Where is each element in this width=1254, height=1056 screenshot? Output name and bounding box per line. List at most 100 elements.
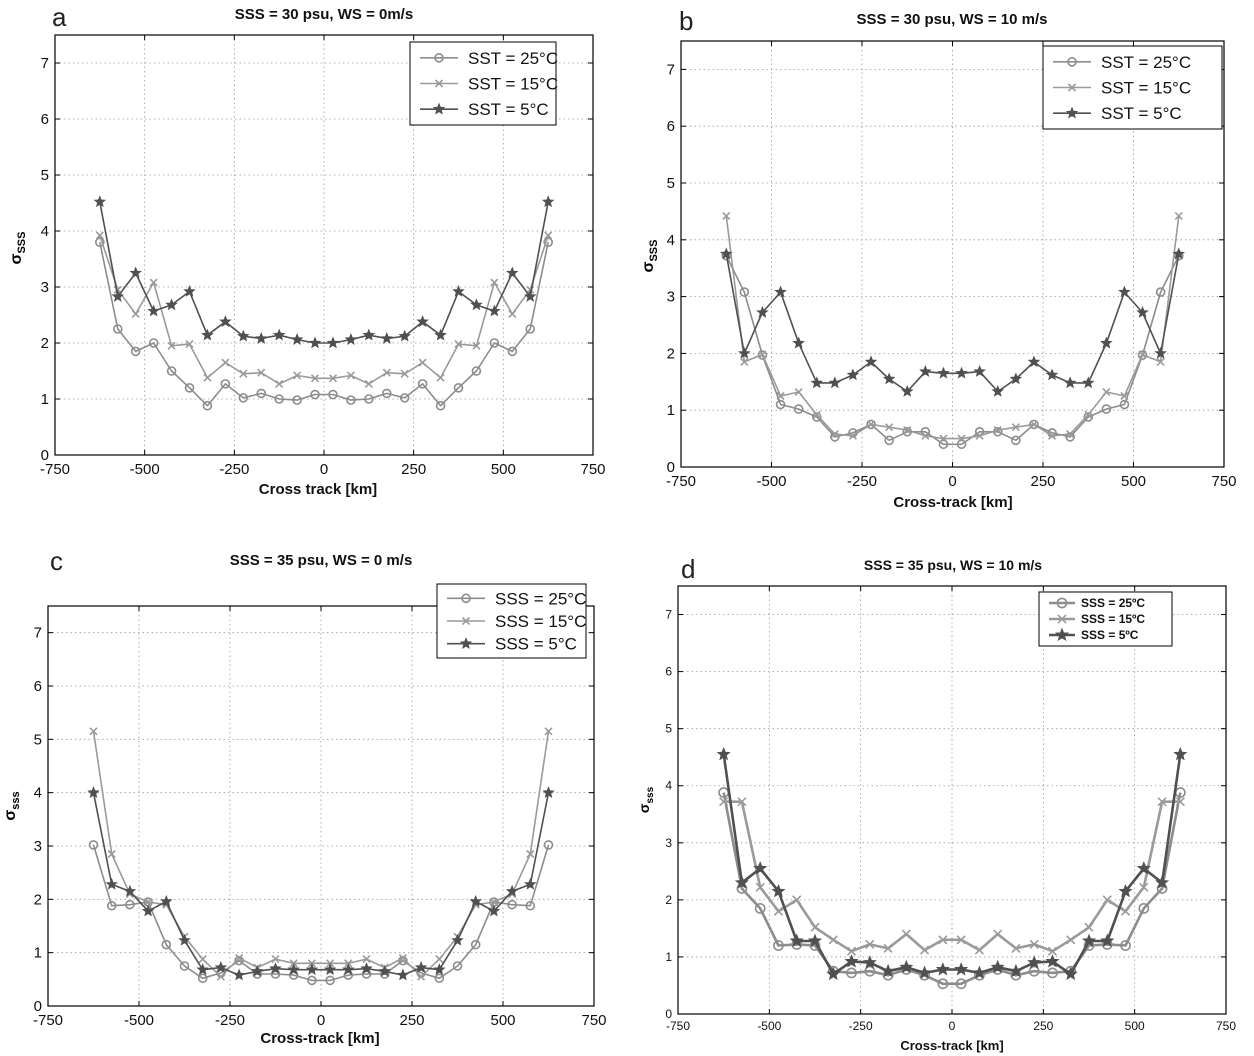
data-point — [1157, 797, 1167, 807]
x-ticks: -750 -500 -250 0 250 500 750 — [666, 586, 1236, 1033]
data-point — [396, 968, 410, 981]
data-point — [254, 331, 268, 344]
y-tick-label: 4 — [665, 779, 672, 793]
data-point — [417, 379, 428, 389]
x-axis-label: Cross-track [km] — [893, 494, 1012, 511]
data-point — [1155, 875, 1170, 889]
data-point — [451, 933, 464, 946]
data-point — [489, 338, 500, 348]
legend-swatch-marker — [461, 593, 471, 604]
data-point — [436, 373, 445, 382]
data-point — [830, 429, 839, 439]
legend-label: SSS = 5°C — [495, 635, 577, 654]
data-point — [810, 376, 824, 389]
y-tick-label: 1 — [41, 391, 49, 408]
data-point — [414, 960, 428, 973]
data-point — [131, 309, 140, 318]
data-point — [939, 434, 948, 443]
data-point — [844, 954, 859, 968]
data-point — [198, 955, 207, 964]
y-tick-label: 3 — [41, 279, 49, 296]
y-tick-label: 7 — [665, 608, 672, 622]
data-point — [1139, 882, 1149, 892]
y-tick-label: 0 — [665, 1007, 672, 1021]
y-tick-label: 6 — [41, 111, 49, 128]
x-tick-label: 0 — [320, 461, 328, 478]
data-point — [472, 341, 481, 350]
data-point — [956, 935, 966, 945]
series-lines — [716, 746, 1188, 990]
data-point — [378, 964, 391, 977]
data-point — [1083, 412, 1094, 422]
data-point — [93, 195, 107, 208]
data-point — [342, 963, 355, 976]
data-point — [507, 346, 518, 357]
legend: SSS = 25ºC SSS = 15ºC SSS = 5ºC — [1038, 591, 1173, 647]
y-tick-label: 4 — [667, 232, 675, 249]
legend-swatch-marker — [434, 79, 444, 88]
data-point — [398, 329, 411, 342]
data-point — [1063, 376, 1077, 389]
data-point — [716, 746, 731, 761]
data-point — [828, 376, 842, 389]
y-tick-label: 3 — [34, 838, 42, 855]
y-tick-label: 3 — [665, 836, 672, 850]
y-tick-label: 5 — [34, 731, 42, 748]
data-point — [364, 394, 374, 404]
data-point — [183, 284, 196, 297]
data-point — [734, 875, 749, 889]
data-point — [508, 309, 517, 318]
data-point — [452, 961, 463, 971]
data-point — [1066, 935, 1076, 945]
x-tick-label: 0 — [948, 473, 956, 490]
data-point — [774, 285, 787, 298]
data-point — [901, 929, 911, 939]
data-point — [524, 877, 537, 890]
data-point — [544, 727, 553, 736]
data-point — [792, 336, 805, 349]
data-point — [323, 963, 337, 976]
data-point — [544, 231, 553, 240]
y-tick-label: 6 — [665, 665, 672, 679]
data-point — [1175, 797, 1185, 807]
data-point — [346, 395, 356, 405]
data-point — [362, 328, 376, 341]
data-point — [308, 336, 322, 349]
panel-label: c — [50, 546, 63, 576]
data-point — [1120, 391, 1129, 401]
data-point — [956, 439, 967, 450]
data-point — [754, 903, 766, 914]
data-point — [543, 237, 553, 247]
x-tick-label: 500 — [490, 1012, 515, 1029]
chart-title: SSS = 30 psu, WS = 10 m/s — [857, 11, 1048, 28]
x-tick-label: 250 — [401, 461, 426, 478]
data-point — [328, 389, 338, 400]
data-point — [738, 346, 751, 359]
y-tick-label: 2 — [41, 335, 49, 352]
data-point — [937, 978, 949, 990]
data-point — [919, 365, 932, 377]
data-point — [470, 939, 481, 950]
x-tick-label: -500 — [130, 461, 160, 478]
data-point — [310, 389, 320, 400]
data-point — [826, 966, 841, 981]
x-tick-label: -750 — [33, 1012, 63, 1029]
y-tick-label: 1 — [34, 945, 42, 962]
data-point — [380, 331, 394, 344]
y-axis-label: σsss — [2, 791, 22, 820]
data-point — [1172, 247, 1186, 260]
data-point — [89, 727, 98, 736]
data-point — [220, 379, 231, 389]
data-point — [882, 372, 896, 385]
y-tick-label: 6 — [667, 118, 675, 135]
y-tick-label: 0 — [34, 998, 42, 1015]
x-tick-label: 0 — [317, 1012, 325, 1029]
data-point — [489, 897, 498, 907]
data-point — [400, 369, 409, 378]
data-point — [416, 315, 429, 328]
data-point — [1081, 933, 1097, 947]
chart-title: SSS = 35 psu, WS = 10 m/s — [864, 557, 1042, 573]
data-point — [287, 963, 300, 976]
data-point — [775, 399, 786, 410]
data-point — [862, 955, 877, 969]
